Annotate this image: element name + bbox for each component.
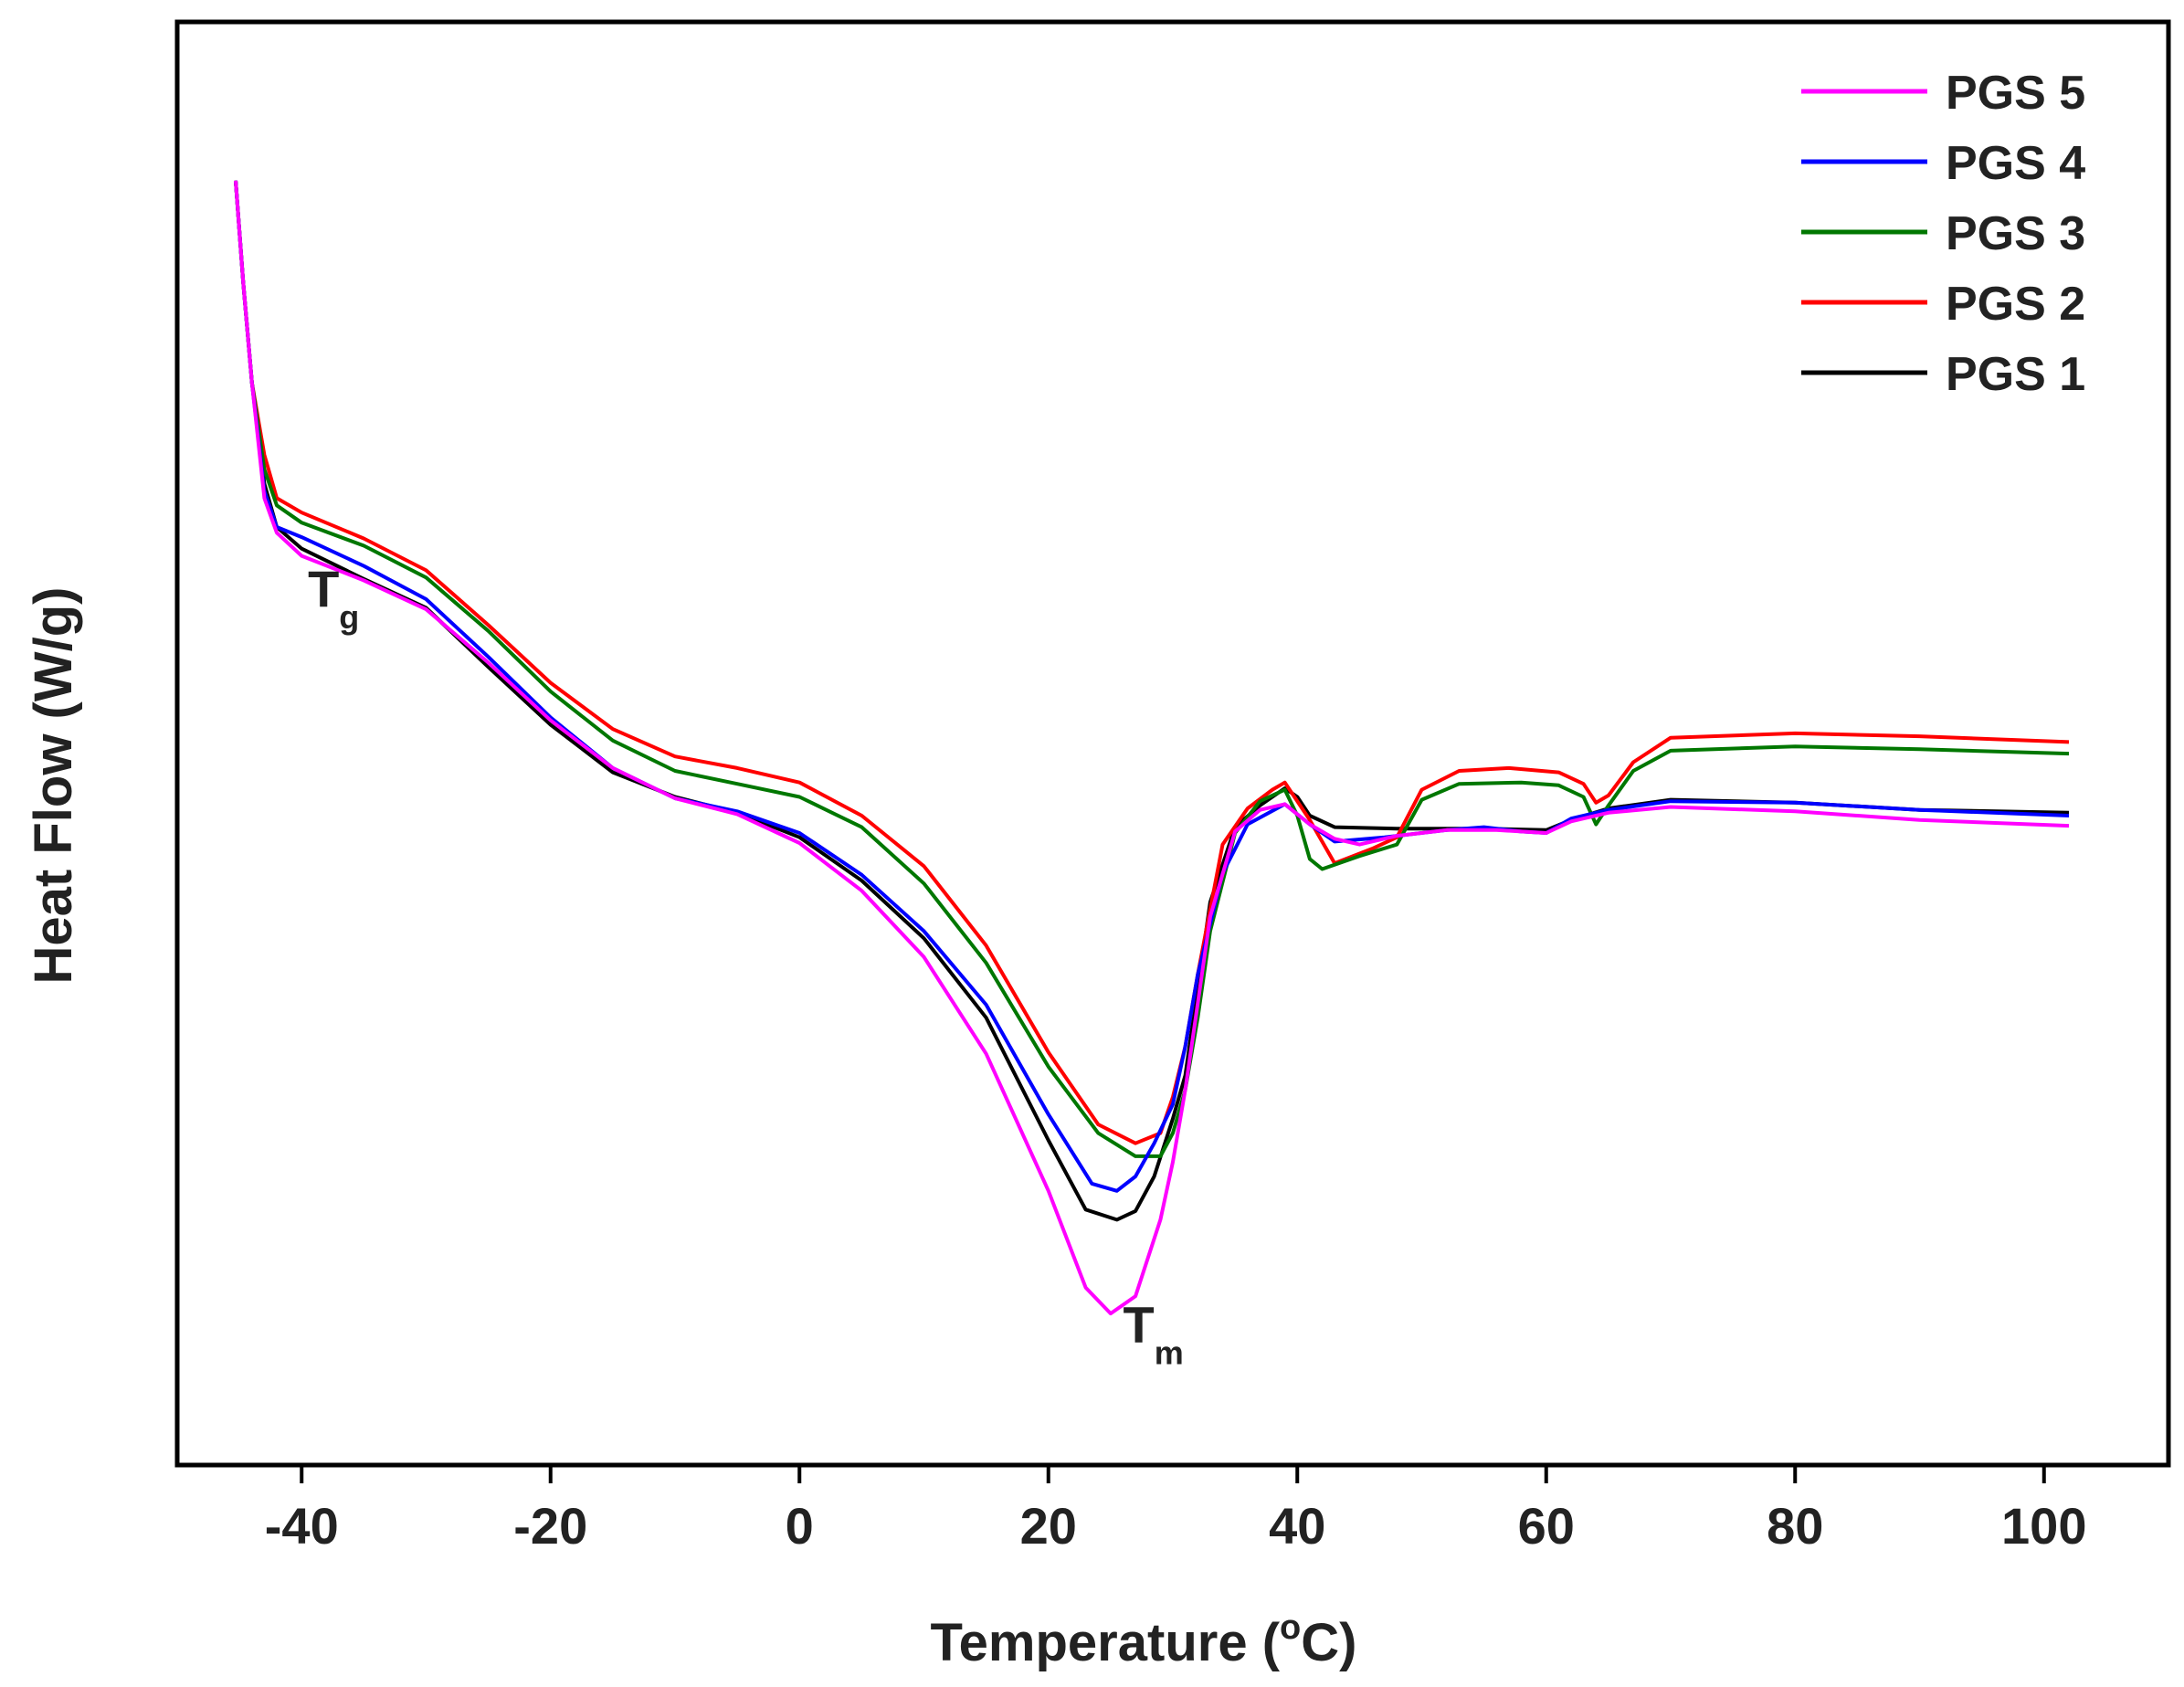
legend-label-pgs-3: PGS 3 [1946, 207, 2085, 260]
curves-layer [234, 180, 2070, 1316]
series-line-pgs-5 [234, 180, 2070, 1316]
legend-label-pgs-2: PGS 2 [1946, 278, 2085, 331]
legend-label-pgs-1: PGS 1 [1946, 348, 2085, 401]
series-line-pgs-2 [234, 180, 2070, 1145]
annotation-subscript: m [1155, 1334, 1184, 1372]
annotation-main: T [308, 560, 339, 617]
plot-frame [174, 19, 2171, 1468]
x-tick-label: 40 [1269, 1497, 1325, 1555]
x-tick-label: 80 [1767, 1497, 1823, 1555]
x-axis-label: Temperature (oC) [931, 1608, 1357, 1672]
annotation-tm: Tm [1124, 1296, 1184, 1372]
annotation-main: T [1124, 1296, 1155, 1354]
x-tick-label: 100 [2001, 1497, 2086, 1555]
x-tick-label: 20 [1020, 1497, 1077, 1555]
series-line-pgs-1 [234, 180, 2070, 1222]
x-tick-label: 60 [1518, 1497, 1575, 1555]
x-axis-label-degree: o [1280, 1608, 1301, 1647]
series-line-pgs-3 [234, 180, 2070, 1158]
annotation-subscript: g [339, 598, 359, 636]
x-axis-label-text: Temperature ( [931, 1613, 1281, 1672]
legend-label-pgs-5: PGS 5 [1946, 67, 2085, 120]
legend-label-pgs-4: PGS 4 [1946, 137, 2085, 190]
annotation-tg: Tg [308, 560, 359, 636]
legend: PGS 5 PGS 4 PGS 3 PGS 2 PGS 1 [1801, 67, 2085, 401]
y-axis-label: Heat Flow (W/g) [24, 587, 83, 985]
x-tick-label: 0 [786, 1497, 814, 1555]
x-axis-ticks: -40 -20 0 20 40 60 80 100 [265, 1465, 2086, 1555]
x-tick-label: -40 [265, 1497, 339, 1555]
x-axis-label-unit: C) [1301, 1613, 1356, 1672]
x-tick-label: -20 [513, 1497, 587, 1555]
